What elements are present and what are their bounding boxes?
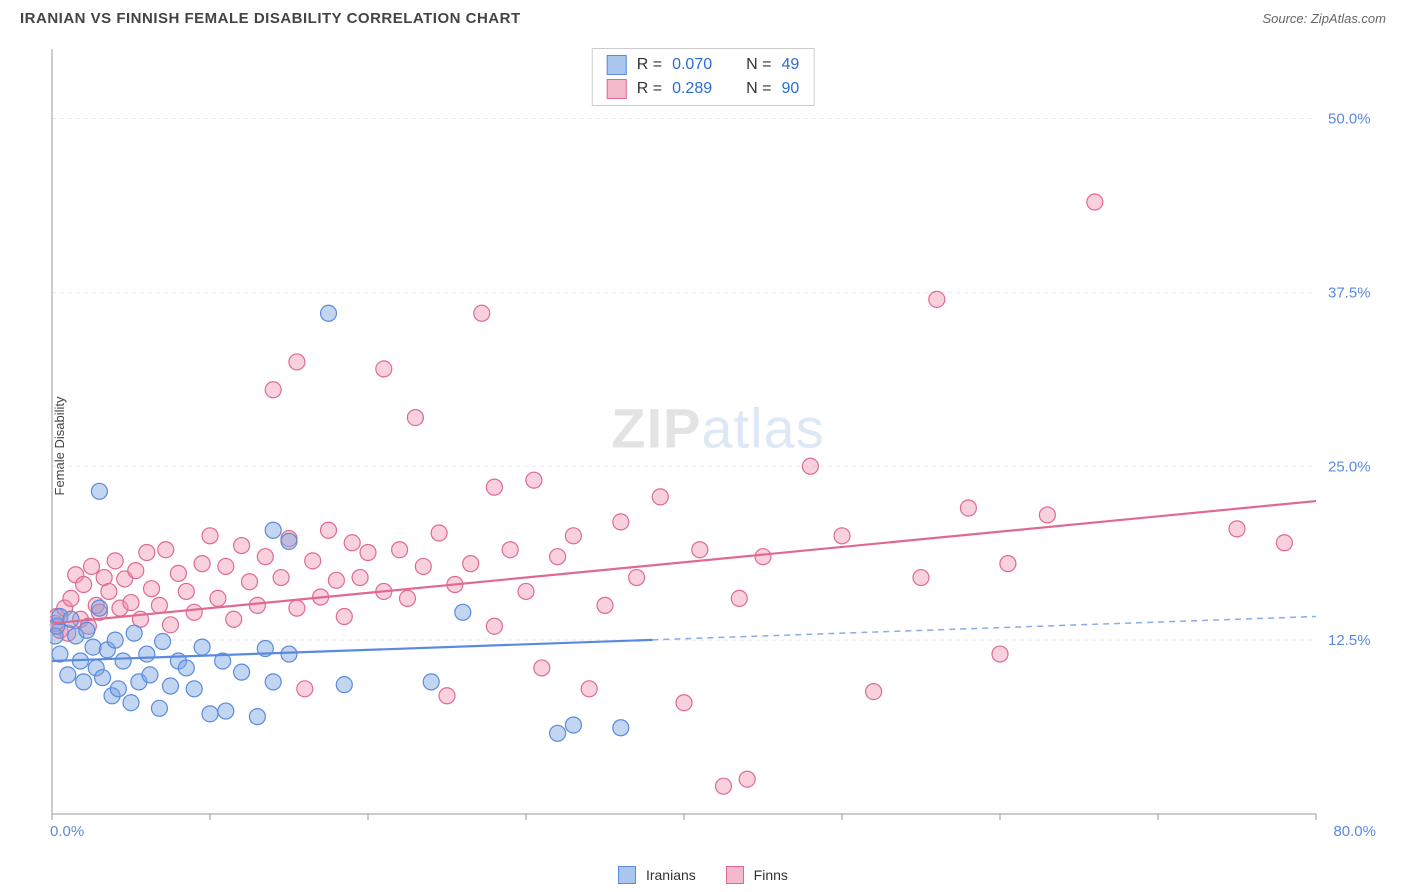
chart-title: IRANIAN VS FINNISH FEMALE DISABILITY COR… — [20, 10, 521, 27]
plot-area: 12.5%25.0%37.5%50.0%0.0%80.0% ZIPatlas — [50, 45, 1386, 842]
scatter-chart: 12.5% 25.0% 37.5% 50.0% 0.0% 80.0% — [50, 45, 1386, 842]
chart-source: Source: ZipAtlas.com — [1262, 11, 1386, 26]
svg-text:25.0%: 25.0% — [1328, 458, 1371, 475]
swatch-icon — [607, 55, 627, 75]
n-label: N = — [746, 53, 771, 77]
legend-label: Iranians — [646, 867, 696, 883]
n-label: N = — [746, 77, 771, 101]
svg-text:50.0%: 50.0% — [1328, 111, 1371, 128]
legend-item-finns: Finns — [726, 866, 788, 884]
legend-item-iranians: Iranians — [618, 866, 696, 884]
n-value: 49 — [781, 53, 799, 77]
svg-text:0.0%: 0.0% — [50, 823, 84, 840]
source-prefix: Source: — [1262, 11, 1310, 26]
r-label: R = — [637, 53, 662, 77]
correlation-legend: R = 0.070 N = 49 R = 0.289 N = 90 — [592, 48, 815, 106]
svg-text:12.5%: 12.5% — [1328, 632, 1371, 649]
series-legend: Iranians Finns — [0, 866, 1406, 884]
svg-text:80.0%: 80.0% — [1333, 823, 1376, 840]
r-value: 0.289 — [672, 77, 712, 101]
svg-text:37.5%: 37.5% — [1328, 284, 1371, 301]
r-value: 0.070 — [672, 53, 712, 77]
n-value: 90 — [781, 77, 799, 101]
r-label: R = — [637, 77, 662, 101]
legend-label: Finns — [754, 867, 788, 883]
chart-header: IRANIAN VS FINNISH FEMALE DISABILITY COR… — [0, 0, 1406, 33]
correlation-row-finns: R = 0.289 N = 90 — [607, 77, 800, 101]
correlation-row-iranians: R = 0.070 N = 49 — [607, 53, 800, 77]
swatch-icon — [607, 79, 627, 99]
source-name: ZipAtlas.com — [1311, 11, 1386, 26]
swatch-icon — [618, 866, 636, 884]
swatch-icon — [726, 866, 744, 884]
